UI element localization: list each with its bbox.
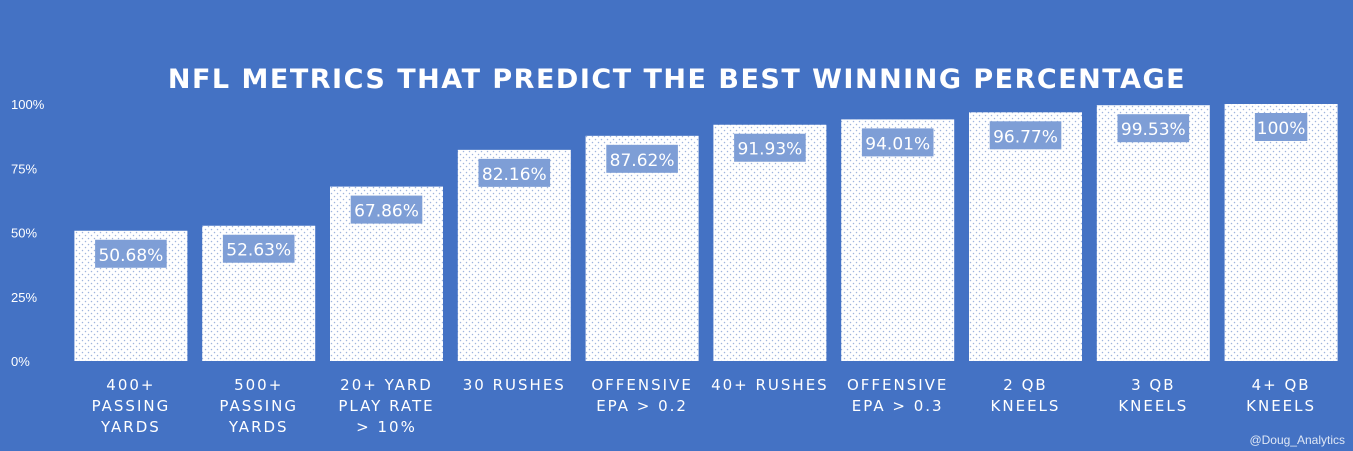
- x-tick-label-line: OFFENSIVE: [591, 376, 692, 394]
- data-label-box: [734, 133, 806, 162]
- bar: [585, 135, 699, 361]
- x-tick-label-line: 3 QB: [1131, 376, 1175, 394]
- bars: 50.68% 52.63% 67.86% 82.16% 87.62% 91.93% 94.0…: [74, 104, 1338, 361]
- y-tick-label: 100%: [11, 97, 45, 112]
- watermark: @Doug_Analytics: [1249, 433, 1345, 447]
- bar: [713, 124, 827, 361]
- x-tick-label: 30 RUSHES: [463, 376, 566, 394]
- data-label: 100%: [1257, 119, 1306, 139]
- x-tick-label-line: PASSING: [92, 397, 171, 415]
- data-label-box: [350, 195, 423, 224]
- x-tick-label: 400+ PASSING YARDS: [92, 376, 171, 436]
- y-tick-label: 25%: [11, 290, 37, 305]
- bar: [1096, 105, 1210, 361]
- data-label: 96.77%: [993, 127, 1058, 147]
- bar: [1224, 104, 1338, 361]
- x-tick-label: 2 QB KNEELS: [991, 376, 1061, 415]
- data-label-box: [222, 234, 295, 263]
- data-label-box: [1254, 113, 1308, 141]
- x-tick-label-line: KNEELS: [991, 397, 1061, 415]
- x-tick-label-line: 500+: [234, 376, 283, 394]
- data-label: 91.93%: [737, 140, 802, 160]
- x-tick-label: 40+ RUSHES: [711, 376, 829, 394]
- bar: [969, 112, 1082, 361]
- x-tick-label-line: PLAY RATE: [338, 397, 434, 415]
- x-tick-label-line: KNEELS: [1118, 397, 1188, 415]
- chart-title: NFL METRICS THAT PREDICT THE BEST WINNIN…: [168, 64, 1186, 95]
- x-tick-label: 4+ QB KNEELS: [1246, 376, 1316, 415]
- bar: [841, 119, 955, 361]
- data-label: 94.01%: [865, 134, 930, 154]
- y-tick-label: 50%: [11, 226, 37, 241]
- data-label: 99.53%: [1121, 120, 1186, 140]
- x-tick-label-line: 40+ RUSHES: [711, 376, 829, 394]
- x-tick-label-line: 400+: [106, 376, 155, 394]
- x-tick-label: OFFENSIVE EPA > 0.2: [591, 376, 692, 415]
- y-tick-label: 75%: [11, 161, 37, 176]
- data-label: 87.62%: [610, 151, 675, 171]
- x-tick-label-line: 20+ YARD: [340, 376, 433, 394]
- data-label-box: [989, 121, 1062, 150]
- x-tick-label-line: 4+ QB: [1252, 376, 1311, 394]
- data-label-box: [95, 239, 167, 268]
- x-tick-label-line: EPA > 0.3: [852, 397, 944, 415]
- data-label-box: [606, 144, 678, 173]
- data-label: 52.63%: [226, 241, 291, 261]
- x-tick-label-line: EPA > 0.2: [596, 397, 688, 415]
- x-tick-label-line: > 10%: [356, 418, 417, 436]
- x-tick-label-line: KNEELS: [1246, 397, 1316, 415]
- y-axis: 0% 25% 50% 75% 100%: [11, 97, 45, 369]
- data-label-box: [478, 158, 551, 187]
- data-label: 50.68%: [98, 246, 163, 266]
- x-tick-label-line: 30 RUSHES: [463, 376, 566, 394]
- data-label: 82.16%: [482, 165, 547, 185]
- data-label-box: [861, 128, 934, 157]
- y-tick-label: 0%: [11, 354, 30, 369]
- x-tick-label-line: YARDS: [228, 418, 289, 436]
- x-tick-label-line: OFFENSIVE: [847, 376, 948, 394]
- x-tick-label-line: YARDS: [100, 418, 161, 436]
- data-label-box: [1117, 114, 1190, 143]
- x-tick-label: OFFENSIVE EPA > 0.3: [847, 376, 948, 415]
- data-label: 67.86%: [354, 202, 419, 222]
- x-tick-label: 500+ PASSING YARDS: [219, 376, 298, 436]
- x-tick-label-line: 2 QB: [1003, 376, 1047, 394]
- x-tick-label: 20+ YARD PLAY RATE > 10%: [338, 376, 434, 436]
- x-tick-label-line: PASSING: [219, 397, 298, 415]
- x-axis: 400+ PASSING YARDS 500+ PASSING YARDS 20+ YARD…: [92, 376, 1316, 436]
- x-tick-label: 3 QB KNEELS: [1118, 376, 1188, 415]
